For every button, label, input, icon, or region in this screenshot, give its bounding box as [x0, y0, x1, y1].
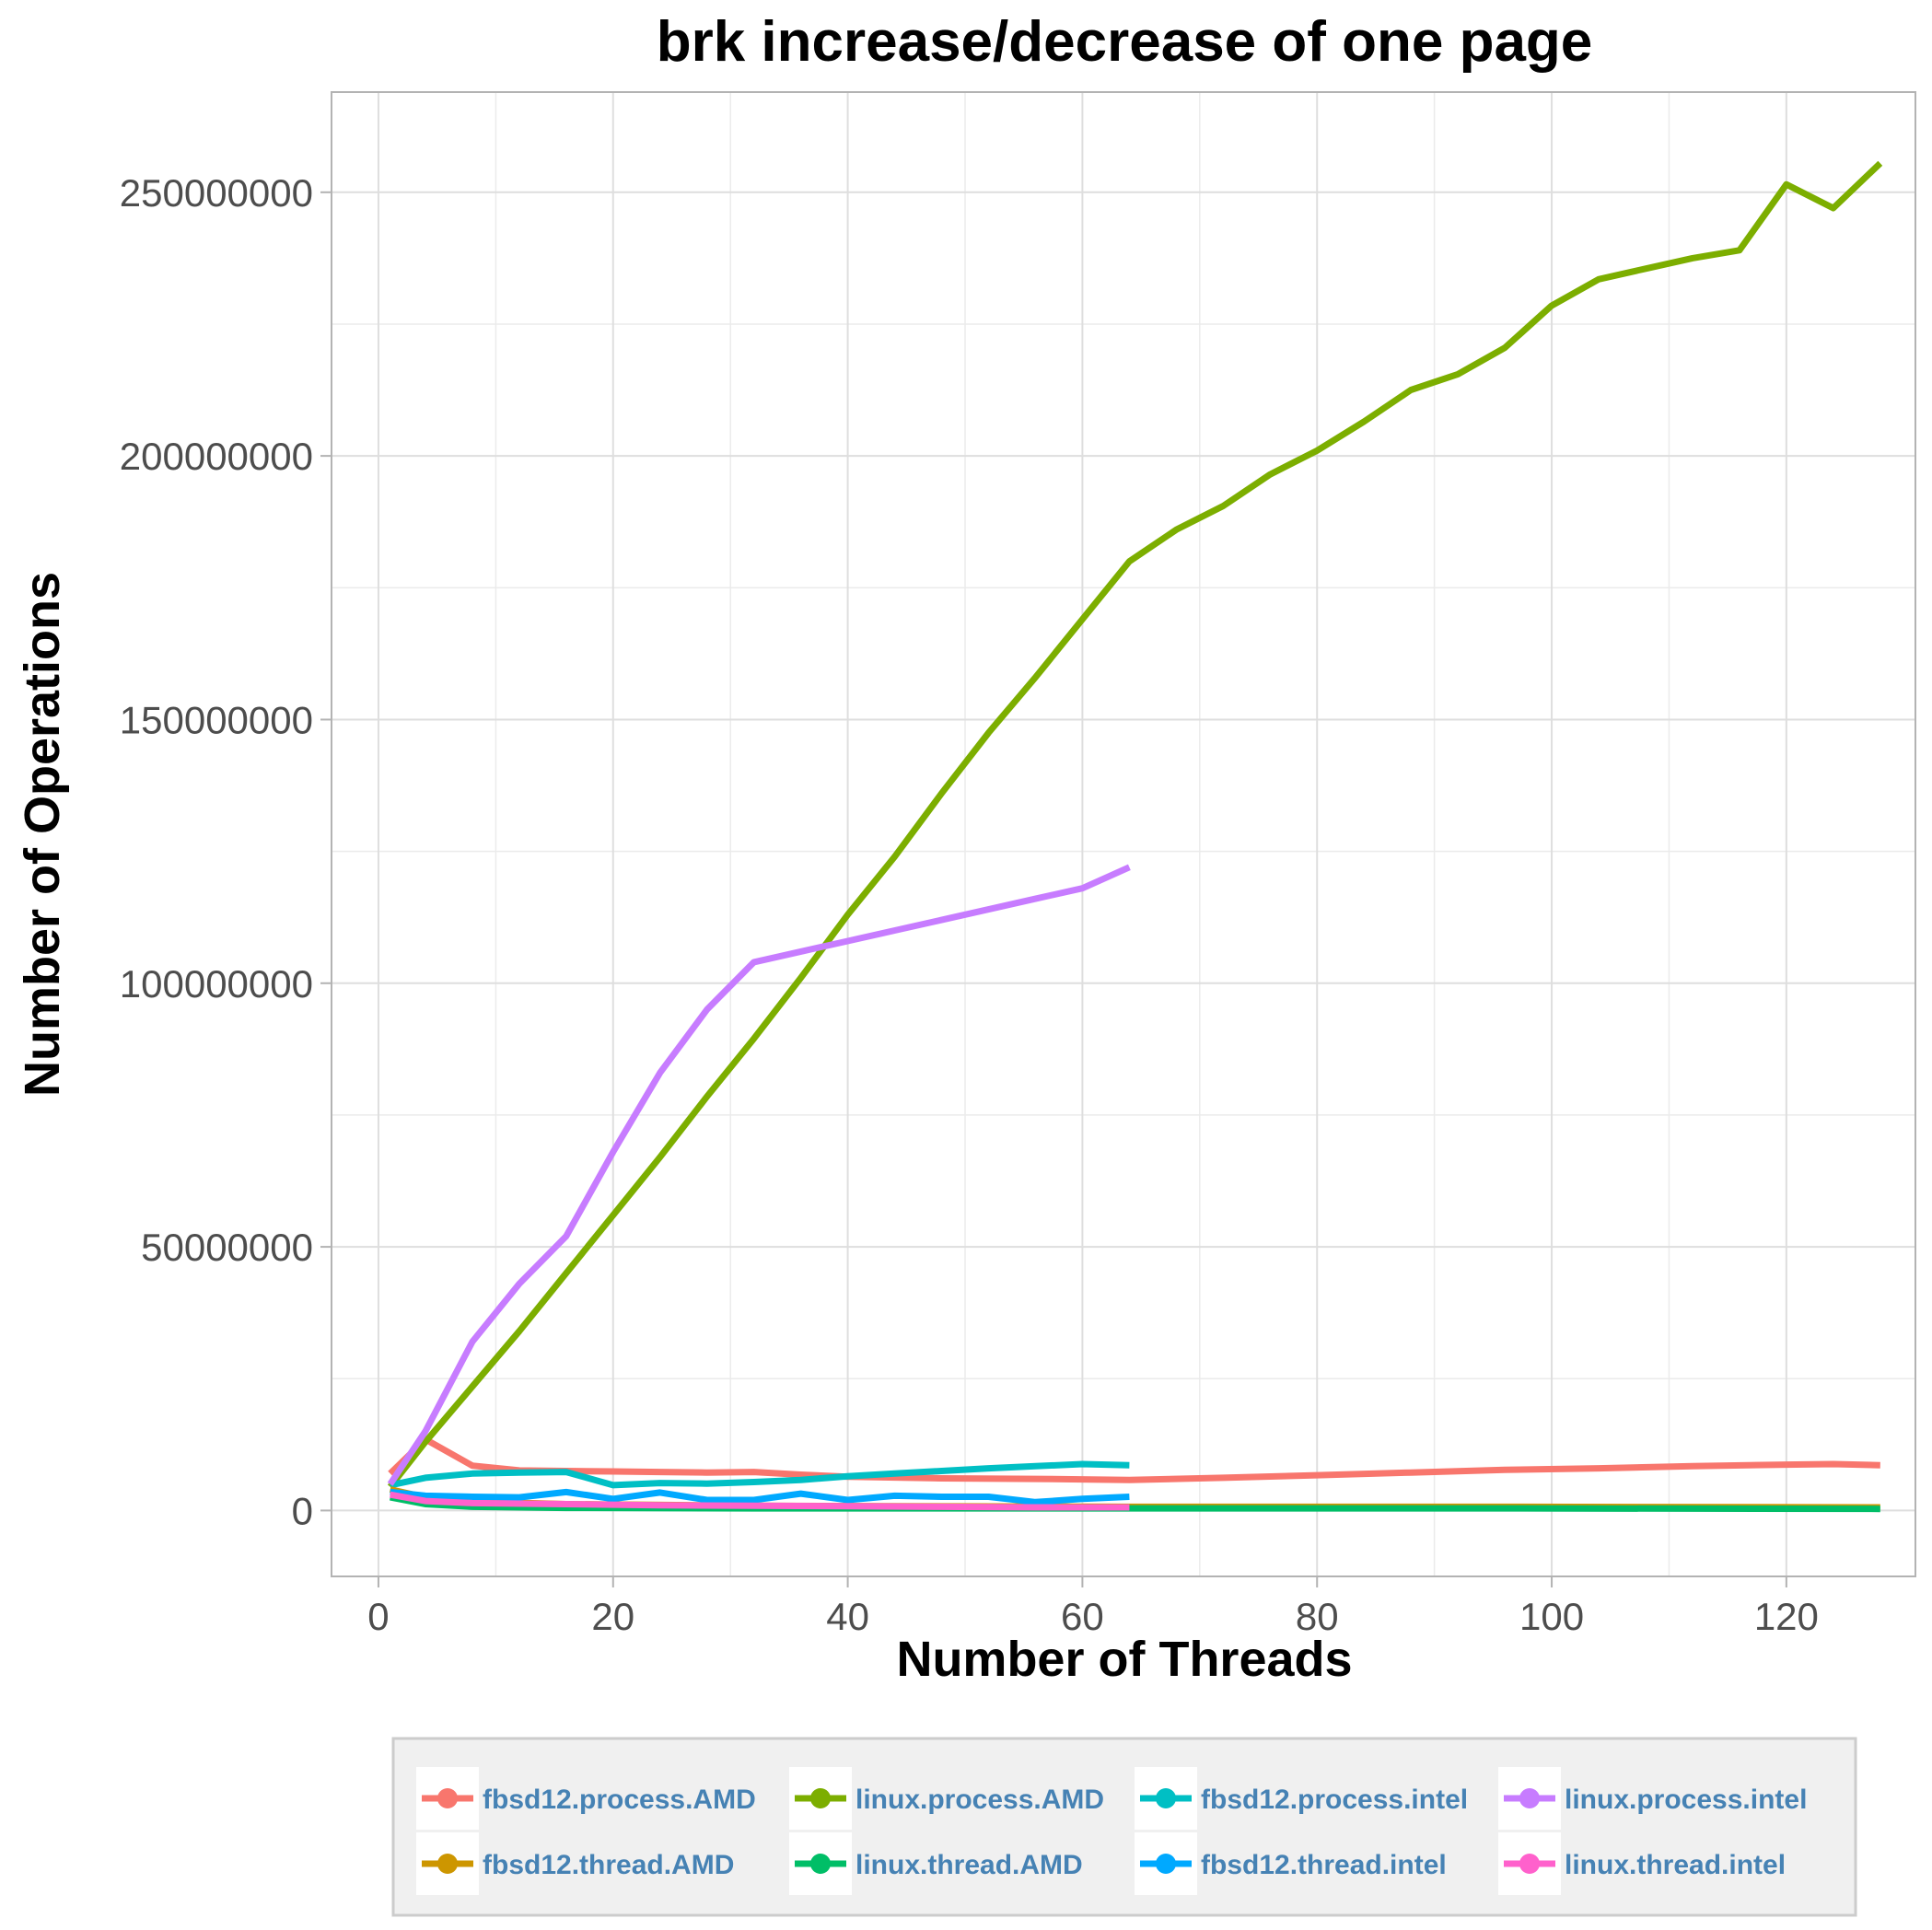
- x-axis-ticks: 0 20 40 60 80 100 120: [367, 1576, 1819, 1638]
- legend-label: fbsd12.thread.AMD: [483, 1850, 734, 1880]
- y-tick-label: 150000000: [120, 698, 313, 741]
- legend-item-fbsd12-thread-AMD: fbsd12.thread.AMD: [416, 1832, 734, 1895]
- x-tick-label: 0: [367, 1595, 389, 1638]
- legend-key-point: [1156, 1788, 1176, 1808]
- series-line-linux-process-AMD: [387, 160, 1883, 1489]
- legend-key-point: [810, 1854, 831, 1874]
- legend-label: fbsd12.thread.intel: [1201, 1850, 1447, 1880]
- legend-item-fbsd12-process-intel: fbsd12.process.intel: [1135, 1767, 1468, 1830]
- legend-key-point: [1156, 1854, 1176, 1874]
- legend-key-point: [437, 1788, 458, 1808]
- series-line-linux-process-intel: [387, 864, 1131, 1486]
- legend-item-fbsd12-process-AMD: fbsd12.process.AMD: [416, 1767, 756, 1830]
- series-line-linux-thread-intel: [390, 1491, 1130, 1511]
- legend-label: linux.thread.AMD: [855, 1850, 1083, 1880]
- y-tick-label: 100000000: [120, 962, 313, 1006]
- x-tick-label: 80: [1296, 1595, 1339, 1638]
- plot-panel-border: [331, 91, 1916, 1577]
- legend-item-linux-process-AMD: linux.process.AMD: [789, 1767, 1104, 1830]
- series-line-fbsd12-thread-intel: [390, 1488, 1130, 1506]
- y-axis-title: Number of Operations: [15, 572, 70, 1097]
- legend-item-linux-thread-intel: linux.thread.intel: [1498, 1832, 1786, 1895]
- legend-item-linux-process-intel: linux.process.intel: [1498, 1767, 1807, 1830]
- y-tick-label: 50000000: [141, 1226, 313, 1269]
- x-axis-title: Number of Threads: [896, 1632, 1352, 1687]
- legend-item-linux-thread-AMD: linux.thread.AMD: [789, 1832, 1083, 1895]
- grid-minor: [332, 92, 1915, 1576]
- y-tick-label: 250000000: [120, 171, 313, 215]
- legend-item-fbsd12-thread-intel: fbsd12.thread.intel: [1135, 1832, 1447, 1895]
- legend-label: linux.process.AMD: [855, 1785, 1104, 1815]
- series-lines: [387, 160, 1883, 1513]
- legend-key-point: [1519, 1854, 1540, 1874]
- legend-label: fbsd12.process.AMD: [483, 1785, 756, 1815]
- y-axis-ticks: 0 50000000 100000000 150000000 200000000 2500…: [120, 171, 332, 1532]
- x-tick-label: 100: [1519, 1595, 1584, 1638]
- legend-box: [391, 1737, 1857, 1917]
- legend-label: linux.thread.intel: [1565, 1850, 1786, 1880]
- legend-key-point: [1519, 1788, 1540, 1808]
- legend-key-point: [810, 1788, 831, 1808]
- y-tick-label: 0: [292, 1489, 313, 1532]
- x-tick-label: 40: [826, 1595, 869, 1638]
- legend-label: linux.process.intel: [1565, 1785, 1807, 1815]
- legend: fbsd12.process.AMD linux.process.AMD fbsd1…: [416, 1767, 1807, 1895]
- x-tick-label: 20: [591, 1595, 634, 1638]
- legend-key-point: [437, 1854, 458, 1874]
- x-tick-label: 120: [1754, 1595, 1819, 1638]
- y-tick-label: 200000000: [120, 435, 313, 478]
- series-line-fbsd12-process-intel: [389, 1460, 1130, 1489]
- legend-label: fbsd12.process.intel: [1201, 1785, 1468, 1815]
- chart-title: brk increase/decrease of one page: [657, 10, 1593, 74]
- x-tick-label: 60: [1061, 1595, 1104, 1638]
